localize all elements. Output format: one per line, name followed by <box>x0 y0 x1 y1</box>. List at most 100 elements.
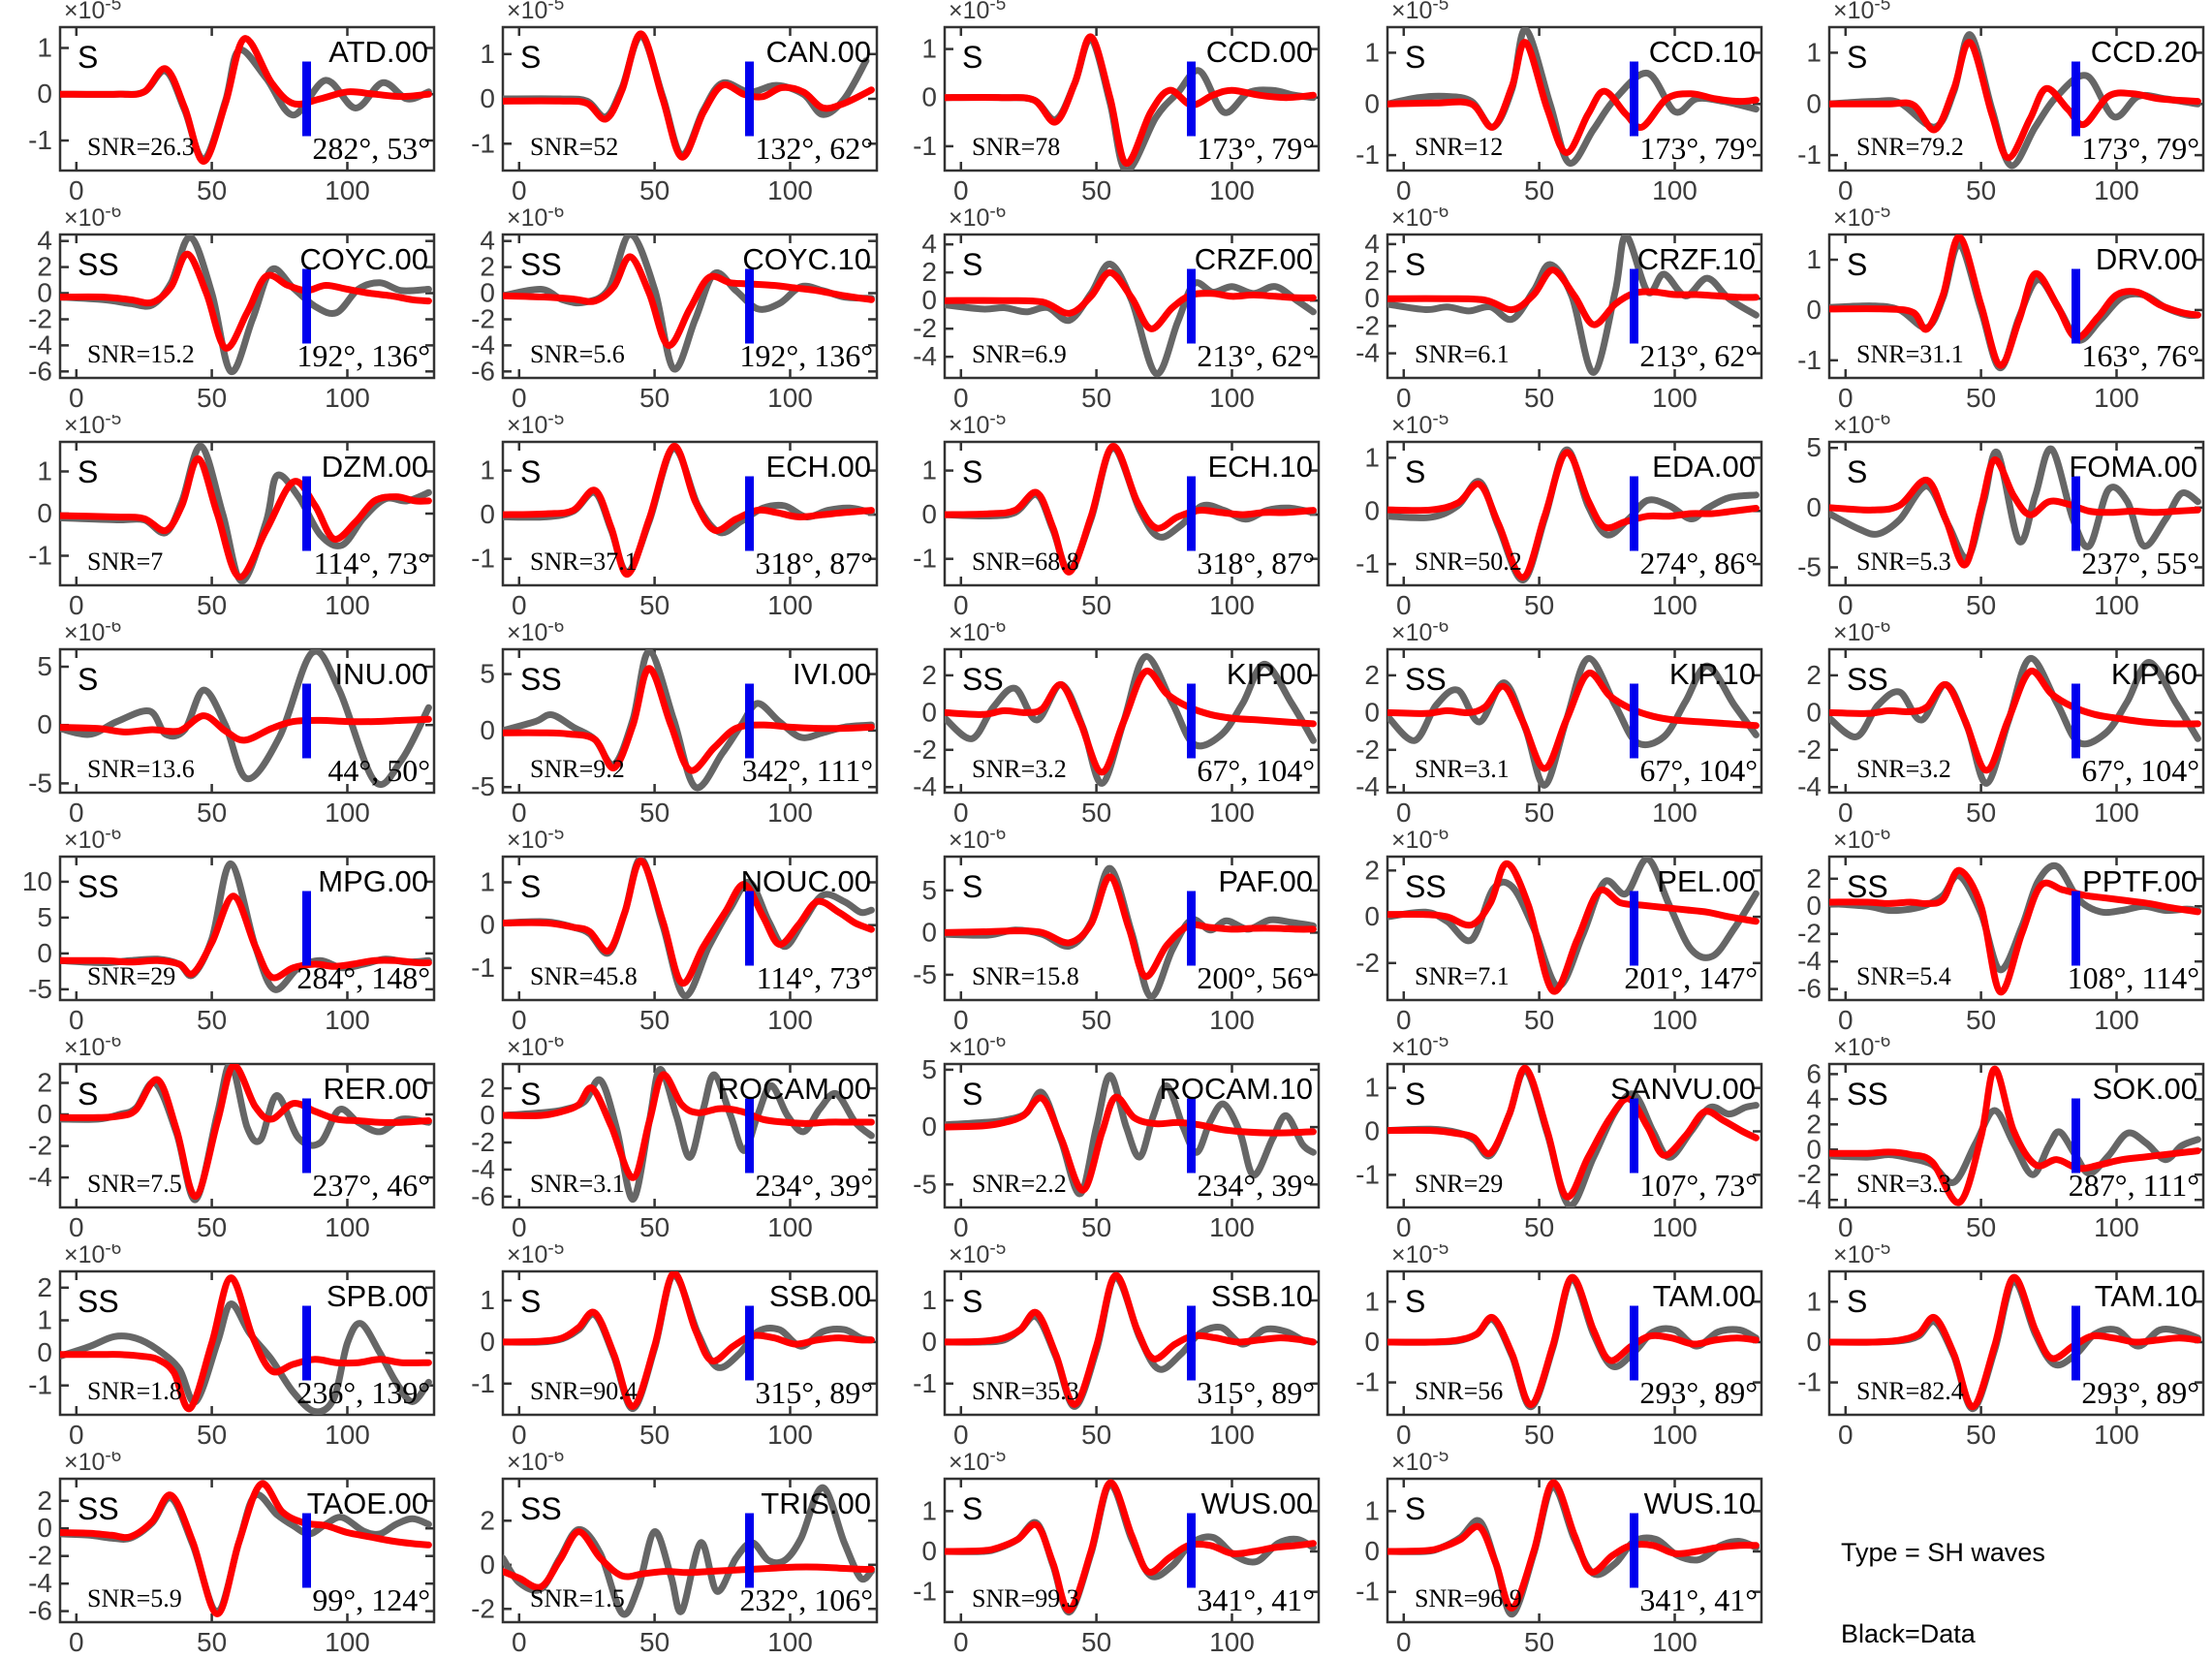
snr-label: SNR=45.8 <box>530 962 638 990</box>
distance-azimuth-label: 107°, 73° <box>1639 1168 1758 1203</box>
x-tick-label: 0 <box>1396 383 1412 413</box>
x-tick-label: 100 <box>325 1212 370 1242</box>
station-label: DRV.00 <box>2096 242 2197 276</box>
y-exponent-label: ×10-6 <box>64 1244 121 1268</box>
waveform-panel: ×10-6 5 0 -5 0 50 100 S INU.00 SNR=13.6 44°, 50° <box>0 616 443 830</box>
model-trace <box>503 1271 875 1410</box>
phase-label: S <box>78 1077 98 1111</box>
x-tick-label: 0 <box>1838 590 1854 620</box>
station-label: ECH.00 <box>765 450 871 484</box>
y-tick-label: 0 <box>37 1513 52 1543</box>
y-exponent-label: ×10-6 <box>1833 415 1890 439</box>
x-tick-label: 0 <box>1396 1005 1412 1035</box>
phase-label: S <box>962 1284 982 1319</box>
y-tick-label: 1 <box>37 33 52 63</box>
waveform-panel: ×10-5 1 0 -1 0 50 100 S SSB.00 SNR=90.4 315°, 89° <box>443 1238 886 1452</box>
y-tick-label: -2 <box>1355 310 1380 340</box>
x-tick-label: 0 <box>1838 798 1854 828</box>
x-tick-label: 0 <box>69 1005 84 1035</box>
phase-label: S <box>520 454 541 489</box>
x-tick-label: 50 <box>1966 798 1996 828</box>
y-tick-label: -4 <box>471 329 495 360</box>
waveform-plot: ×10-6 2 0 -2 0 50 100 SS TRIS.00 SNR=1.5 232°, 106… <box>471 1446 879 1657</box>
waveform-panel: ×10-5 1 0 -1 0 50 100 S CCD.20 SNR=79.2 173°, 79° <box>1769 0 2212 207</box>
waveform-panel: ×10-6 2 0 -2 -4 0 50 100 SS KIP.10 SNR=3.1 67°, 104… <box>1327 616 1770 830</box>
x-tick-label: 0 <box>69 798 84 828</box>
x-tick-label: 50 <box>1966 1005 1996 1035</box>
y-tick-label: -4 <box>28 329 52 360</box>
phase-label: S <box>1847 40 1867 75</box>
x-tick-label: 0 <box>512 175 527 205</box>
x-tick-label: 50 <box>197 383 227 413</box>
station-label: FOMA.00 <box>2069 450 2197 484</box>
phase-label: SS <box>78 1284 119 1319</box>
x-tick-label: 0 <box>512 798 527 828</box>
x-tick-label: 100 <box>2094 1420 2139 1450</box>
y-exponent-label: ×10-5 <box>64 0 121 24</box>
x-tick-label: 0 <box>953 383 969 413</box>
model-trace <box>1387 1479 1760 1612</box>
waveform-panel: ×10-6 5 0 -5 0 50 100 S ROCAM.10 SNR=2.2 234°, 39° <box>885 1031 1327 1244</box>
waveform-plot: ×10-5 1 0 -1 0 50 100 S CCD.00 SNR=78 173°, 79° <box>913 0 1321 205</box>
station-label: CCD.10 <box>1649 35 1756 69</box>
y-tick-label: 1 <box>1806 244 1822 274</box>
y-tick-label: -1 <box>1355 1577 1380 1607</box>
waveform-panel: ×10-6 2 0 -2 -4 0 50 100 SS KIP.60 SNR=3.2 67°, 104… <box>1769 616 2212 830</box>
snr-label: SNR=7.1 <box>1415 962 1510 990</box>
x-tick-label: 50 <box>1081 1627 1111 1657</box>
y-tick-label: -1 <box>913 1368 937 1398</box>
y-tick-label: 1 <box>37 1305 52 1335</box>
axes-box <box>1827 1062 2205 1209</box>
y-tick-label: 1 <box>921 1285 937 1315</box>
x-tick-label: 0 <box>69 175 84 205</box>
station-label: SANVU.00 <box>1610 1072 1756 1106</box>
figure-legend: Type = SH waves Black=Data Red=Model Y =… <box>1841 1485 2087 1659</box>
x-tick-label: 0 <box>1838 175 1854 205</box>
x-tick-label: 50 <box>639 1420 670 1450</box>
phase-label: S <box>1405 454 1425 489</box>
waveform-panel: ×10-6 5 0 -5 0 50 100 S PAF.00 SNR=15.8 200°, 56° <box>885 824 1327 1037</box>
phase-label: S <box>962 1491 982 1526</box>
x-tick-label: 50 <box>639 1627 670 1657</box>
y-exponent-label: ×10-6 <box>64 622 121 646</box>
y-tick-label: -4 <box>913 771 937 801</box>
waveform-panel: ×10-5 1 0 -1 0 50 100 S NOUC.00 SNR=45.8 114°, 73° <box>443 824 886 1037</box>
waveform-plot: ×10-5 1 0 -1 0 50 100 S CCD.10 SNR=12 173°, 79° <box>1355 0 1763 205</box>
x-tick-label: 100 <box>1209 1005 1255 1035</box>
y-exponent-label: ×10-5 <box>1391 1037 1449 1061</box>
y-exponent-label: ×10-5 <box>1833 207 1890 232</box>
waveform-panel: ×10-6 2 0 -2 -4 0 50 100 SS KIP.00 SNR=3.2 67°, 104… <box>885 616 1327 830</box>
data-trace <box>1829 31 2201 170</box>
waveform-plot: ×10-5 1 0 -1 0 50 100 S WUS.10 SNR=96.9 341°, 41° <box>1355 1446 1763 1657</box>
y-tick-label: 0 <box>37 278 52 308</box>
y-tick-label: 1 <box>921 34 937 64</box>
x-tick-label: 50 <box>1081 1212 1111 1242</box>
y-exponent-label: ×10-6 <box>507 622 564 646</box>
x-tick-label: 50 <box>1966 1212 1996 1242</box>
waveform-panel: ×10-5 1 0 -1 0 50 100 S CCD.10 SNR=12 173°, 79° <box>1327 0 1770 207</box>
y-tick-label: 0 <box>480 83 495 113</box>
station-label: ROCAM.10 <box>1160 1072 1313 1106</box>
snr-label: SNR=29 <box>87 962 175 990</box>
y-tick-label: -6 <box>1797 974 1822 1004</box>
snr-label: SNR=56 <box>1415 1377 1503 1405</box>
y-tick-label: -4 <box>471 1154 495 1184</box>
y-tick-label: 5 <box>37 902 52 932</box>
y-exponent-label: ×10-5 <box>64 415 121 439</box>
distance-azimuth-label: 274°, 86° <box>1639 546 1758 580</box>
x-tick-label: 100 <box>767 175 813 205</box>
x-tick-label: 50 <box>1081 383 1111 413</box>
distance-azimuth-label: 315°, 89° <box>1197 1375 1315 1410</box>
station-label: TAM.00 <box>1653 1279 1756 1313</box>
y-exponent-label: ×10-5 <box>1833 0 1890 24</box>
model-trace <box>1387 1273 1760 1409</box>
model-trace <box>60 454 432 580</box>
y-tick-label: 0 <box>37 709 52 739</box>
snr-label: SNR=3.1 <box>1415 755 1510 783</box>
phase-label: SS <box>962 662 1004 697</box>
x-tick-label: 50 <box>639 1212 670 1242</box>
